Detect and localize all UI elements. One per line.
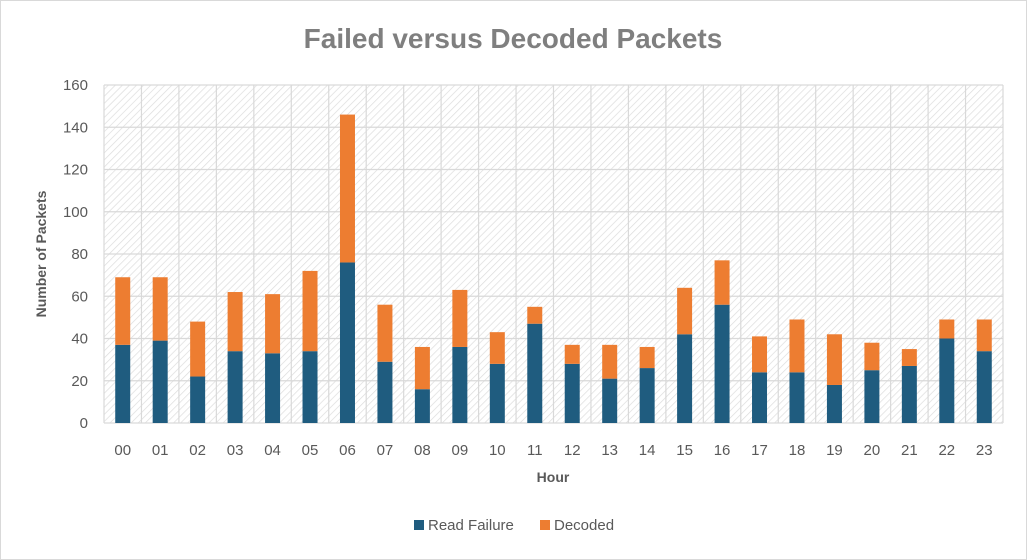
y-tick-label: 0 bbox=[80, 415, 88, 432]
x-axis-title: Hour bbox=[537, 469, 570, 485]
bar-decoded bbox=[339, 114, 355, 263]
x-tick-label: 09 bbox=[452, 442, 469, 459]
y-tick-label: 60 bbox=[71, 288, 88, 305]
bar-read-failure bbox=[564, 363, 580, 423]
x-tick-label: 04 bbox=[264, 442, 281, 459]
bar-read-failure bbox=[489, 363, 505, 423]
x-tick-label: 06 bbox=[339, 442, 356, 459]
bar-decoded bbox=[152, 277, 168, 341]
legend-swatch bbox=[540, 520, 550, 530]
bar-decoded bbox=[901, 349, 917, 366]
bar-read-failure bbox=[939, 338, 955, 423]
x-tick-label: 08 bbox=[414, 442, 431, 459]
bar-read-failure bbox=[152, 340, 168, 423]
bar-read-failure bbox=[265, 353, 281, 423]
chart-title: Failed versus Decoded Packets bbox=[304, 23, 723, 54]
bar-decoded bbox=[190, 321, 206, 377]
bar-read-failure bbox=[452, 346, 468, 423]
bar-read-failure bbox=[639, 368, 655, 423]
bar-decoded bbox=[602, 344, 618, 379]
bar-read-failure bbox=[677, 334, 693, 423]
bar-decoded bbox=[115, 277, 131, 345]
y-tick-label: 80 bbox=[71, 246, 88, 263]
bar-decoded bbox=[939, 319, 955, 339]
y-tick-label: 120 bbox=[63, 162, 88, 179]
bar-decoded bbox=[752, 336, 768, 373]
bar-decoded bbox=[302, 270, 318, 352]
bar-decoded bbox=[677, 287, 693, 335]
x-tick-label: 00 bbox=[114, 442, 131, 459]
y-tick-label: 160 bbox=[63, 77, 88, 94]
bar-read-failure bbox=[602, 378, 618, 423]
tick-labels: 0 20 40 60 80 100 120 140 160 00 01 02 03 04 05 06 07 08 0… bbox=[63, 77, 993, 459]
x-tick-label: 23 bbox=[976, 442, 993, 459]
x-tick-label: 22 bbox=[938, 442, 955, 459]
bar-decoded bbox=[414, 346, 430, 390]
bar-decoded bbox=[714, 260, 730, 305]
bar-read-failure bbox=[115, 344, 131, 423]
y-tick-label: 100 bbox=[63, 204, 88, 221]
bar-read-failure bbox=[302, 351, 318, 423]
x-tick-label: 13 bbox=[601, 442, 618, 459]
x-tick-label: 14 bbox=[639, 442, 656, 459]
x-tick-label: 16 bbox=[714, 442, 731, 459]
x-tick-label: 03 bbox=[227, 442, 244, 459]
bar-read-failure bbox=[714, 304, 730, 423]
bar-read-failure bbox=[414, 389, 430, 423]
y-axis-title: Number of Packets bbox=[33, 190, 49, 317]
y-tick-label: 20 bbox=[71, 373, 88, 390]
bar-decoded bbox=[826, 334, 842, 385]
bar-decoded bbox=[265, 294, 281, 354]
legend-label: Decoded bbox=[554, 517, 614, 534]
x-tick-label: 17 bbox=[751, 442, 768, 459]
bar-read-failure bbox=[826, 384, 842, 423]
bar-read-failure bbox=[901, 365, 917, 423]
x-tick-label: 10 bbox=[489, 442, 506, 459]
x-tick-label: 12 bbox=[564, 442, 581, 459]
y-tick-label: 140 bbox=[63, 119, 88, 136]
bar-decoded bbox=[227, 292, 243, 352]
bar-decoded bbox=[789, 319, 805, 373]
bar-read-failure bbox=[377, 361, 393, 423]
bar-read-failure bbox=[789, 372, 805, 423]
legend: Read Failure Decoded bbox=[414, 517, 614, 534]
bar-decoded bbox=[976, 319, 992, 352]
x-tick-label: 11 bbox=[527, 442, 543, 459]
bar-decoded bbox=[452, 289, 468, 347]
x-tick-label: 02 bbox=[189, 442, 206, 459]
bar-read-failure bbox=[227, 351, 243, 423]
bar-read-failure bbox=[752, 372, 768, 423]
x-tick-label: 05 bbox=[302, 442, 319, 459]
bar-read-failure bbox=[864, 370, 880, 423]
gridlines bbox=[103, 84, 1004, 424]
bar-read-failure bbox=[976, 351, 992, 423]
bar-decoded bbox=[639, 346, 655, 369]
bar-read-failure bbox=[339, 262, 355, 423]
bar-read-failure bbox=[527, 323, 543, 423]
x-tick-label: 07 bbox=[377, 442, 394, 459]
bars bbox=[115, 114, 992, 423]
bar-decoded bbox=[564, 344, 580, 364]
x-tick-label: 18 bbox=[789, 442, 806, 459]
bar-decoded bbox=[864, 342, 880, 371]
bar-decoded bbox=[489, 332, 505, 364]
y-tick-label: 40 bbox=[71, 331, 88, 348]
x-tick-label: 21 bbox=[901, 442, 918, 459]
bar-read-failure bbox=[190, 376, 206, 423]
x-tick-label: 15 bbox=[676, 442, 693, 459]
bar-decoded bbox=[527, 306, 543, 324]
legend-label: Read Failure bbox=[428, 517, 514, 534]
legend-swatch bbox=[414, 520, 424, 530]
bar-decoded bbox=[377, 304, 393, 362]
x-tick-label: 19 bbox=[826, 442, 843, 459]
x-tick-label: 20 bbox=[864, 442, 881, 459]
x-tick-label: 01 bbox=[152, 442, 169, 459]
